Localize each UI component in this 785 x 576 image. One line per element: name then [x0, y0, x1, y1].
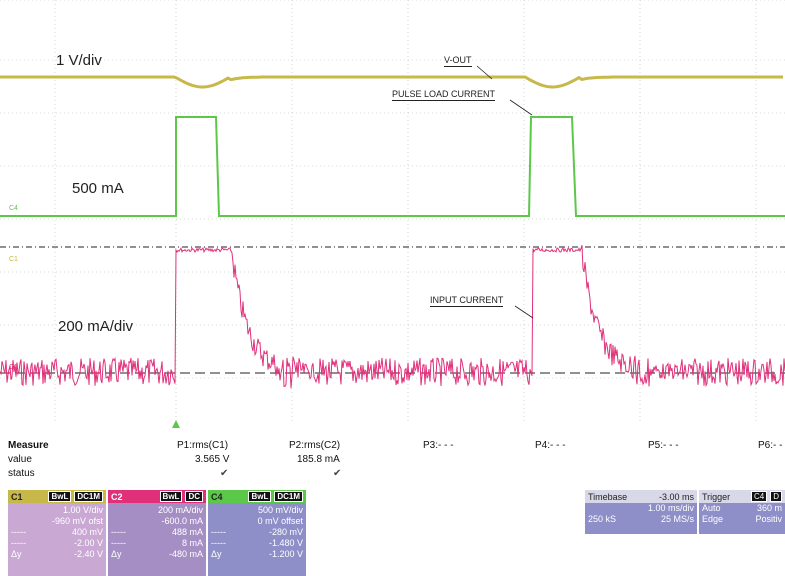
p6-name[interactable]: P6:- -	[758, 440, 783, 451]
c1-delta: -2.40 V	[73, 549, 103, 559]
timebase-rate: 25 MS/s	[660, 514, 694, 524]
volt-scale-label: 1 V/div	[56, 52, 102, 69]
c4-offset: 0 mV offset	[257, 516, 303, 526]
input-annotation: INPUT CURRENT	[430, 295, 504, 307]
input-scale-label: 200 mA/div	[58, 318, 134, 335]
c2-scale: 200 mA/div	[157, 505, 203, 515]
value-label: value	[8, 454, 32, 465]
c4-dy-label: Δy	[211, 549, 222, 559]
p1-value: 3.565 V	[195, 454, 230, 465]
c1-marker[interactable]: C1	[9, 256, 18, 263]
trigger-level: 360 m	[756, 503, 782, 513]
trigger-box[interactable]: Trigger C4 D Auto 360 m Edge Positiv	[699, 490, 785, 534]
c1-channel-box[interactable]: C1 BwL DC1M 1.00 V/div -960 mV ofst ----…	[8, 490, 106, 576]
input-leader-line	[514, 305, 534, 319]
p1-status-check-icon: ✔	[220, 468, 229, 479]
trigger-coupling-tag: D	[770, 491, 782, 502]
timebase-box[interactable]: Timebase -3.00 ms 1.00 ms/div 250 kS 25 MS…	[585, 490, 697, 534]
c2-delta: -480 mA	[168, 549, 203, 559]
c2-cursor2: 8 mA	[181, 538, 203, 548]
c1-offset: -960 mV ofst	[51, 516, 103, 526]
c4-delta: -1.200 V	[268, 549, 303, 559]
measure-panel: Measure value status P1:rms(C1) 3.565 V …	[0, 440, 785, 490]
c4-name: C4	[211, 491, 223, 502]
timebase-delay: -3.00 ms	[658, 491, 694, 502]
pulse-leader-line	[509, 99, 533, 116]
waveform-area	[0, 0, 785, 428]
c1-bwl-tag: BwL	[48, 491, 72, 502]
c1-scale: 1.00 V/div	[62, 505, 103, 515]
c2-offset: -600.0 mA	[161, 516, 203, 526]
c2-dy-label: Δy	[111, 549, 122, 559]
c4-cursor1: -280 mV	[268, 527, 303, 537]
p1-name[interactable]: P1:rms(C1)	[177, 440, 229, 451]
vout-trace	[0, 75, 783, 89]
timebase-per-div: 1.00 ms/div	[647, 503, 694, 513]
c1-name: C1	[11, 491, 23, 502]
c2-name: C2	[111, 491, 123, 502]
p3-name[interactable]: P3:- - -	[423, 440, 454, 451]
c2-marker[interactable]: C2	[9, 364, 18, 371]
c1-dy-label: Δy	[11, 549, 22, 559]
c2-cursor1: 488 mA	[171, 527, 203, 537]
trigger-mode: Auto	[702, 503, 721, 513]
input-current-trace	[0, 245, 785, 389]
p2-name[interactable]: P2:rms(C2)	[289, 440, 341, 451]
p5-name[interactable]: P5:- - -	[648, 440, 679, 451]
c4-channel-box[interactable]: C4 BwL DC1M 500 mV/div 0 mV offset -----…	[208, 490, 306, 576]
vout-annotation: V-OUT	[444, 55, 472, 67]
p4-name[interactable]: P4:- - -	[535, 440, 566, 451]
c1-cursor1: 400 mV	[71, 527, 103, 537]
trigger-marker-icon	[172, 420, 180, 428]
c2-bwl-tag: BwL	[159, 491, 183, 502]
c4-scale: 500 mV/div	[257, 505, 303, 515]
c4-coupling-tag: DC1M	[274, 491, 303, 502]
trigger-source-tag: C4	[750, 491, 768, 502]
timebase-samples: 250 kS	[588, 514, 617, 524]
c2-coupling-tag: DC	[185, 491, 203, 502]
measure-header[interactable]: Measure	[8, 440, 49, 451]
c1-coupling-tag: DC1M	[74, 491, 103, 502]
timebase-label: Timebase	[588, 491, 628, 502]
vout-leader-line	[476, 65, 493, 80]
pulse-scale-label: 500 mA	[72, 180, 124, 197]
pulse-load-trace	[0, 116, 785, 217]
c4-bwl-tag: BwL	[248, 491, 272, 502]
pulse-annotation: PULSE LOAD CURRENT	[392, 89, 496, 101]
trigger-slope: Positiv	[755, 514, 782, 524]
c1-cursor2: -2.00 V	[73, 538, 103, 548]
trigger-type: Edge	[702, 514, 724, 524]
p2-status-check-icon: ✔	[333, 468, 342, 479]
c4-cursor2: -1.480 V	[268, 538, 303, 548]
c2-channel-box[interactable]: C2 BwL DC 200 mA/div -600.0 mA ----- 488 …	[108, 490, 206, 576]
status-label: status	[8, 468, 35, 479]
p2-value: 185.8 mA	[297, 454, 340, 465]
scope-display: 1 V/div 500 mA 200 mA/div V-OUT PULSE LO…	[0, 0, 785, 428]
c4-marker[interactable]: C4	[9, 205, 18, 212]
trigger-label: Trigger	[702, 491, 731, 502]
